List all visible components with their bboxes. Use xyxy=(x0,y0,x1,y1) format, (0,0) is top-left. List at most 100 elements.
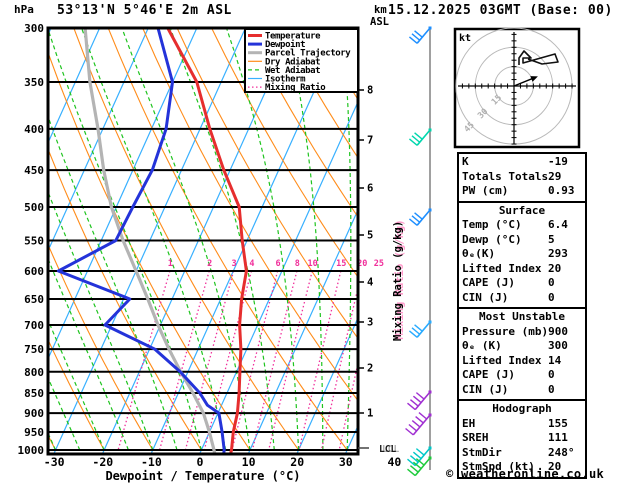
table-row-label: K xyxy=(462,155,469,168)
table-row: PW (cm) 0.93 xyxy=(459,184,585,199)
table-row-label: Dewp (°C) xyxy=(462,232,522,246)
table-row: Lifted Index 14 xyxy=(459,354,585,369)
table-row-value: 300 xyxy=(548,339,568,352)
table-row-value: 6.4 xyxy=(548,218,568,231)
pressure-tick-label: 800 xyxy=(24,366,44,379)
legend-item: Dry Adiabat xyxy=(248,56,321,67)
valid-datetime: 15.12.2025 03GMT (Base: 00) xyxy=(388,3,613,18)
table-section: Surface Temp (°C) 6.4 Dewp (°C) 5 θₑ(K) 293 Lif… xyxy=(459,200,585,308)
km-tick-label: 7 xyxy=(367,135,373,147)
mixing-ratio-value-labels: 1 2 3 4 6 8 10 15 20 25 xyxy=(168,259,384,269)
table-row-label: StmSpd (kt) xyxy=(462,460,535,473)
svg-text:4: 4 xyxy=(249,259,254,269)
svg-text:Mixing Ratio (g/kg): Mixing Ratio (g/kg) xyxy=(392,221,404,341)
legend-label: Temperature xyxy=(265,32,321,42)
dewpoint-curve xyxy=(56,28,226,454)
svg-text:3: 3 xyxy=(231,259,236,269)
table-row-label: SREH xyxy=(462,431,489,444)
km-tick-label: 2 xyxy=(367,363,373,375)
table-row: θₑ(K) 293 xyxy=(459,247,585,262)
svg-text:20: 20 xyxy=(357,259,367,269)
pressure-tick-label: 950 xyxy=(24,426,44,439)
legend-item: Mixing Ratio xyxy=(248,82,326,93)
temperature-tick-label: 40 xyxy=(387,455,401,469)
pressure-axis-labels: hPa 300 350 400 450 500 550 600 650 700 750 800 850 9… xyxy=(14,3,44,457)
storm-motion-arrow xyxy=(513,76,538,87)
wind-barb xyxy=(407,456,432,477)
wind-barb xyxy=(408,208,432,226)
temperature-tick-label: 20 xyxy=(290,455,304,469)
pressure-tick-label: 1000 xyxy=(18,444,45,457)
temperature-axis-title: Dewpoint / Temperature (°C) xyxy=(105,469,300,483)
table-row: EH 155 xyxy=(459,417,585,432)
parcel-trajectory-curve xyxy=(83,28,217,454)
legend-item: Wet Adiabat xyxy=(248,65,321,76)
km-axis-unit: km xyxy=(374,4,387,16)
lcl-label: LCL xyxy=(379,444,396,455)
plot-frame xyxy=(46,26,360,456)
km-tick-label: 6 xyxy=(367,183,373,195)
table-section-header: Most Unstable xyxy=(478,310,566,323)
svg-text:6: 6 xyxy=(276,259,281,269)
indices-table: K -19 Totals Totals 29 PW (cm) 0.93 Surface Tem… xyxy=(457,152,587,479)
table-row-value: 155 xyxy=(548,416,568,430)
table-row: CIN (J) 0 xyxy=(459,291,585,306)
table-row: CAPE (J) 0 xyxy=(459,276,585,291)
svg-text:1: 1 xyxy=(168,259,173,269)
wind-barb xyxy=(408,26,432,44)
table-row-value: 900 xyxy=(548,324,568,338)
km-axis-unit: ASL xyxy=(370,16,389,28)
table-row: CIN (J) 0 xyxy=(459,383,585,398)
pressure-tick-label: 450 xyxy=(24,164,44,177)
table-row: Totals Totals 29 xyxy=(459,170,585,185)
wind-barb xyxy=(408,128,432,146)
table-row-label: θₑ(K) xyxy=(462,247,496,260)
svg-text:25: 25 xyxy=(374,259,384,269)
table-row: Lifted Index 20 xyxy=(459,262,585,277)
table-row: StmDir 248° xyxy=(459,446,585,461)
pressure-tick-label: 750 xyxy=(24,343,44,356)
table-row: StmSpd (kt) 20 xyxy=(459,460,585,475)
temperature-axis-labels: -30 -20 -10 0 10 20 30 40 Dewpoint / Temperature… xyxy=(44,455,402,483)
legend-item: Isotherm xyxy=(248,75,307,85)
table-row-label: CAPE (J) xyxy=(462,276,515,289)
pressure-tick-label: 900 xyxy=(24,407,44,420)
pressure-tick-label: 600 xyxy=(24,265,44,278)
table-row-label: CAPE (J) xyxy=(462,368,515,381)
table-row-label: CIN (J) xyxy=(462,382,509,396)
table-row-value: 14 xyxy=(548,353,562,367)
table-section: Hodograph EH 155 SREH 111 StmDir 248° StmSpd (k… xyxy=(459,399,585,477)
table-row-label: Lifted Index xyxy=(462,353,542,367)
temperature-tick-label: -30 xyxy=(44,455,65,469)
temperature-tick-label: 0 xyxy=(197,455,204,469)
legend-item: Parcel Trajectory xyxy=(248,48,352,59)
km-tick-label: 5 xyxy=(367,230,373,242)
legend-item: Dewpoint xyxy=(248,39,306,50)
table-section: K -19 Totals Totals 29 PW (cm) 0.93 xyxy=(459,154,585,201)
table-row: SREH 111 xyxy=(459,431,585,446)
svg-text:Mixing Ratio (g/kg): Mixing Ratio (g/kg) xyxy=(394,219,406,339)
legend-label: Parcel Trajectory xyxy=(265,48,351,59)
temperature-curve xyxy=(166,28,248,454)
table-row-label: PW (cm) xyxy=(462,184,509,197)
table-row-label: CIN (J) xyxy=(462,290,509,304)
table-row: CAPE (J) 0 xyxy=(459,368,585,383)
wind-barb xyxy=(407,390,432,411)
table-row: θₑ (K) 300 xyxy=(459,339,585,354)
hodograph-axes xyxy=(458,32,576,145)
pressure-tick-label: 550 xyxy=(24,234,44,247)
wind-barb-column xyxy=(405,26,432,477)
table-row-value: 0.93 xyxy=(548,184,575,197)
temperature-tick-label: -10 xyxy=(141,455,162,469)
wind-barb xyxy=(408,320,432,338)
legend-label: Isotherm xyxy=(265,75,306,85)
km-tick-label: 4 xyxy=(367,277,373,289)
table-row: Pressure (mb) 900 xyxy=(459,325,585,340)
wind-barb xyxy=(405,412,432,436)
table-row-value: 0 xyxy=(548,276,555,289)
table-row-label: StmDir xyxy=(462,445,502,459)
table-section: Most Unstable Pressure (mb) 900 θₑ (K) 300 Li… xyxy=(459,307,585,399)
legend-label: Dry Adiabat xyxy=(265,56,320,67)
